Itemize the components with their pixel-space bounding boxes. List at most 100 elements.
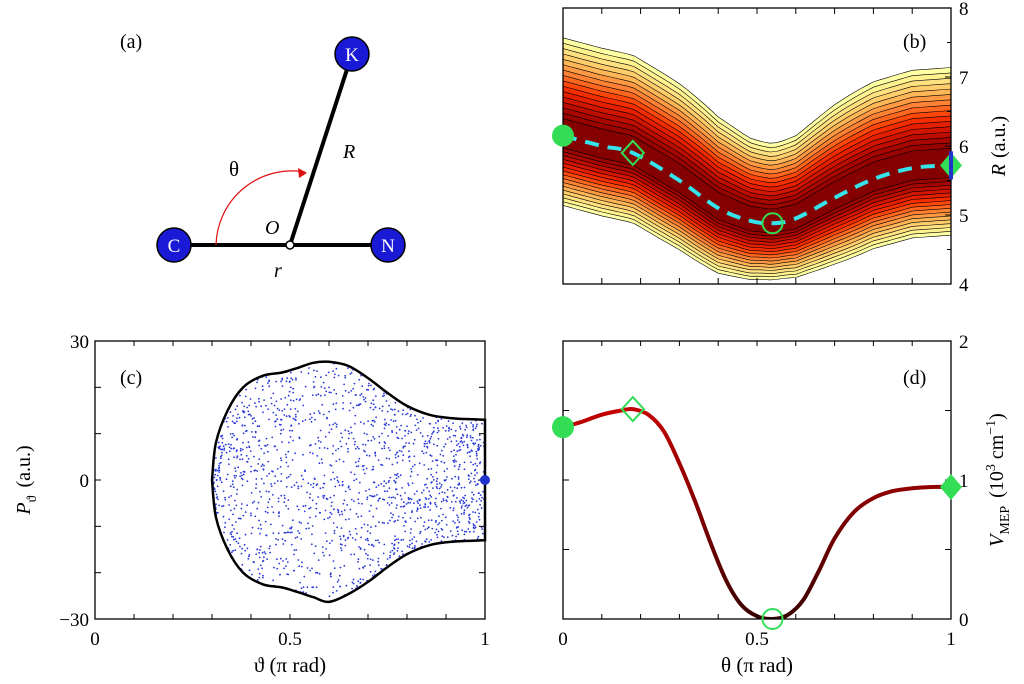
scatter-point	[224, 526, 226, 529]
scatter-point	[395, 477, 398, 480]
scatter-point	[414, 520, 417, 523]
scatter-point	[449, 486, 452, 489]
scatter-point	[366, 557, 369, 560]
scatter-point	[349, 488, 351, 491]
scatter-point	[262, 559, 265, 562]
scatter-point	[344, 374, 347, 377]
y-tick-label: 7	[959, 68, 969, 89]
mep-dashed-line	[563, 133, 951, 226]
scatter-point	[397, 547, 399, 549]
scatter-point	[247, 557, 250, 560]
scatter-point	[350, 498, 353, 501]
scatter-point	[340, 510, 343, 513]
scatter-point	[310, 444, 312, 446]
panel-b-ylabel-unit: (a.u.)	[988, 116, 1010, 158]
scatter-point	[421, 435, 424, 438]
scatter-point	[453, 461, 455, 463]
scatter-point	[381, 447, 383, 450]
scatter-point	[458, 500, 461, 503]
scatter-point	[214, 473, 217, 476]
scatter-point	[229, 433, 232, 435]
scatter-point	[416, 508, 419, 511]
scatter-point	[335, 367, 338, 370]
scatter-point	[443, 479, 446, 482]
scatter-point	[367, 420, 369, 422]
scatter-point	[332, 591, 334, 594]
scatter-point	[236, 420, 238, 423]
scatter-point	[258, 458, 261, 460]
scatter-point	[285, 380, 288, 383]
scatter-point	[435, 505, 438, 508]
scatter-point	[262, 574, 264, 577]
scatter-point	[303, 510, 306, 513]
energy-marker-diamond-filled	[940, 473, 962, 500]
scatter-point	[413, 463, 416, 466]
scatter-point	[332, 403, 335, 406]
scatter-point	[366, 524, 369, 526]
scatter-point	[270, 397, 272, 399]
scatter-point	[385, 564, 388, 566]
scatter-point	[289, 380, 291, 383]
scatter-point	[471, 450, 473, 452]
scatter-point	[328, 410, 331, 413]
scatter-point	[373, 387, 376, 390]
scatter-point	[278, 515, 280, 517]
scatter-point	[394, 419, 397, 422]
scatter-point	[427, 506, 429, 508]
scatter-point	[476, 537, 479, 540]
scatter-point	[475, 452, 478, 455]
scatter-point	[443, 470, 446, 473]
scatter-point	[247, 457, 250, 460]
scatter-point	[385, 482, 387, 485]
scatter-point	[281, 378, 283, 381]
scatter-point	[277, 497, 280, 500]
scatter-point	[241, 401, 243, 404]
scatter-point	[427, 526, 430, 529]
scatter-point	[474, 462, 477, 465]
scatter-point	[453, 459, 456, 461]
scatter-point	[287, 531, 290, 534]
scatter-point	[372, 408, 375, 411]
scatter-point	[312, 486, 315, 489]
scatter-point	[440, 483, 443, 486]
scatter-point	[395, 507, 398, 509]
scatter-point	[386, 410, 389, 413]
scatter-point	[272, 392, 275, 395]
scatter-point	[280, 480, 282, 483]
scatter-point	[298, 399, 301, 401]
scatter-point	[290, 377, 292, 379]
scatter-point	[462, 435, 465, 437]
scatter-point	[383, 543, 386, 546]
scatter-point	[335, 392, 338, 395]
panel-d-ylabel: VMEP (103 cm−1)	[984, 413, 1013, 547]
scatter-point	[311, 586, 314, 589]
scatter-point	[463, 511, 465, 514]
scatter-point	[408, 430, 410, 432]
y-tick-label: 5	[959, 206, 969, 227]
scatter-point	[322, 482, 325, 485]
scatter-point	[260, 496, 263, 498]
scatter-point	[467, 528, 470, 530]
scatter-point	[353, 443, 356, 446]
scatter-point	[300, 485, 303, 488]
scatter-point	[344, 518, 347, 521]
scatter-point	[317, 436, 320, 439]
scatter-point	[476, 483, 479, 486]
scatter-point	[230, 533, 233, 536]
scatter-point	[374, 454, 377, 457]
scatter-point	[419, 532, 421, 535]
scatter-point	[281, 441, 283, 443]
scatter-point	[230, 447, 233, 450]
scatter-point	[324, 435, 327, 438]
scatter-point	[259, 564, 262, 567]
scatter-point	[446, 438, 449, 440]
scatter-point	[463, 440, 466, 443]
scatter-point	[216, 485, 219, 488]
scatter-point	[397, 541, 400, 544]
scatter-point	[395, 426, 398, 428]
scatter-point	[456, 526, 458, 528]
scatter-point	[428, 541, 431, 543]
scatter-point	[320, 386, 323, 388]
scatter-point	[232, 513, 234, 516]
